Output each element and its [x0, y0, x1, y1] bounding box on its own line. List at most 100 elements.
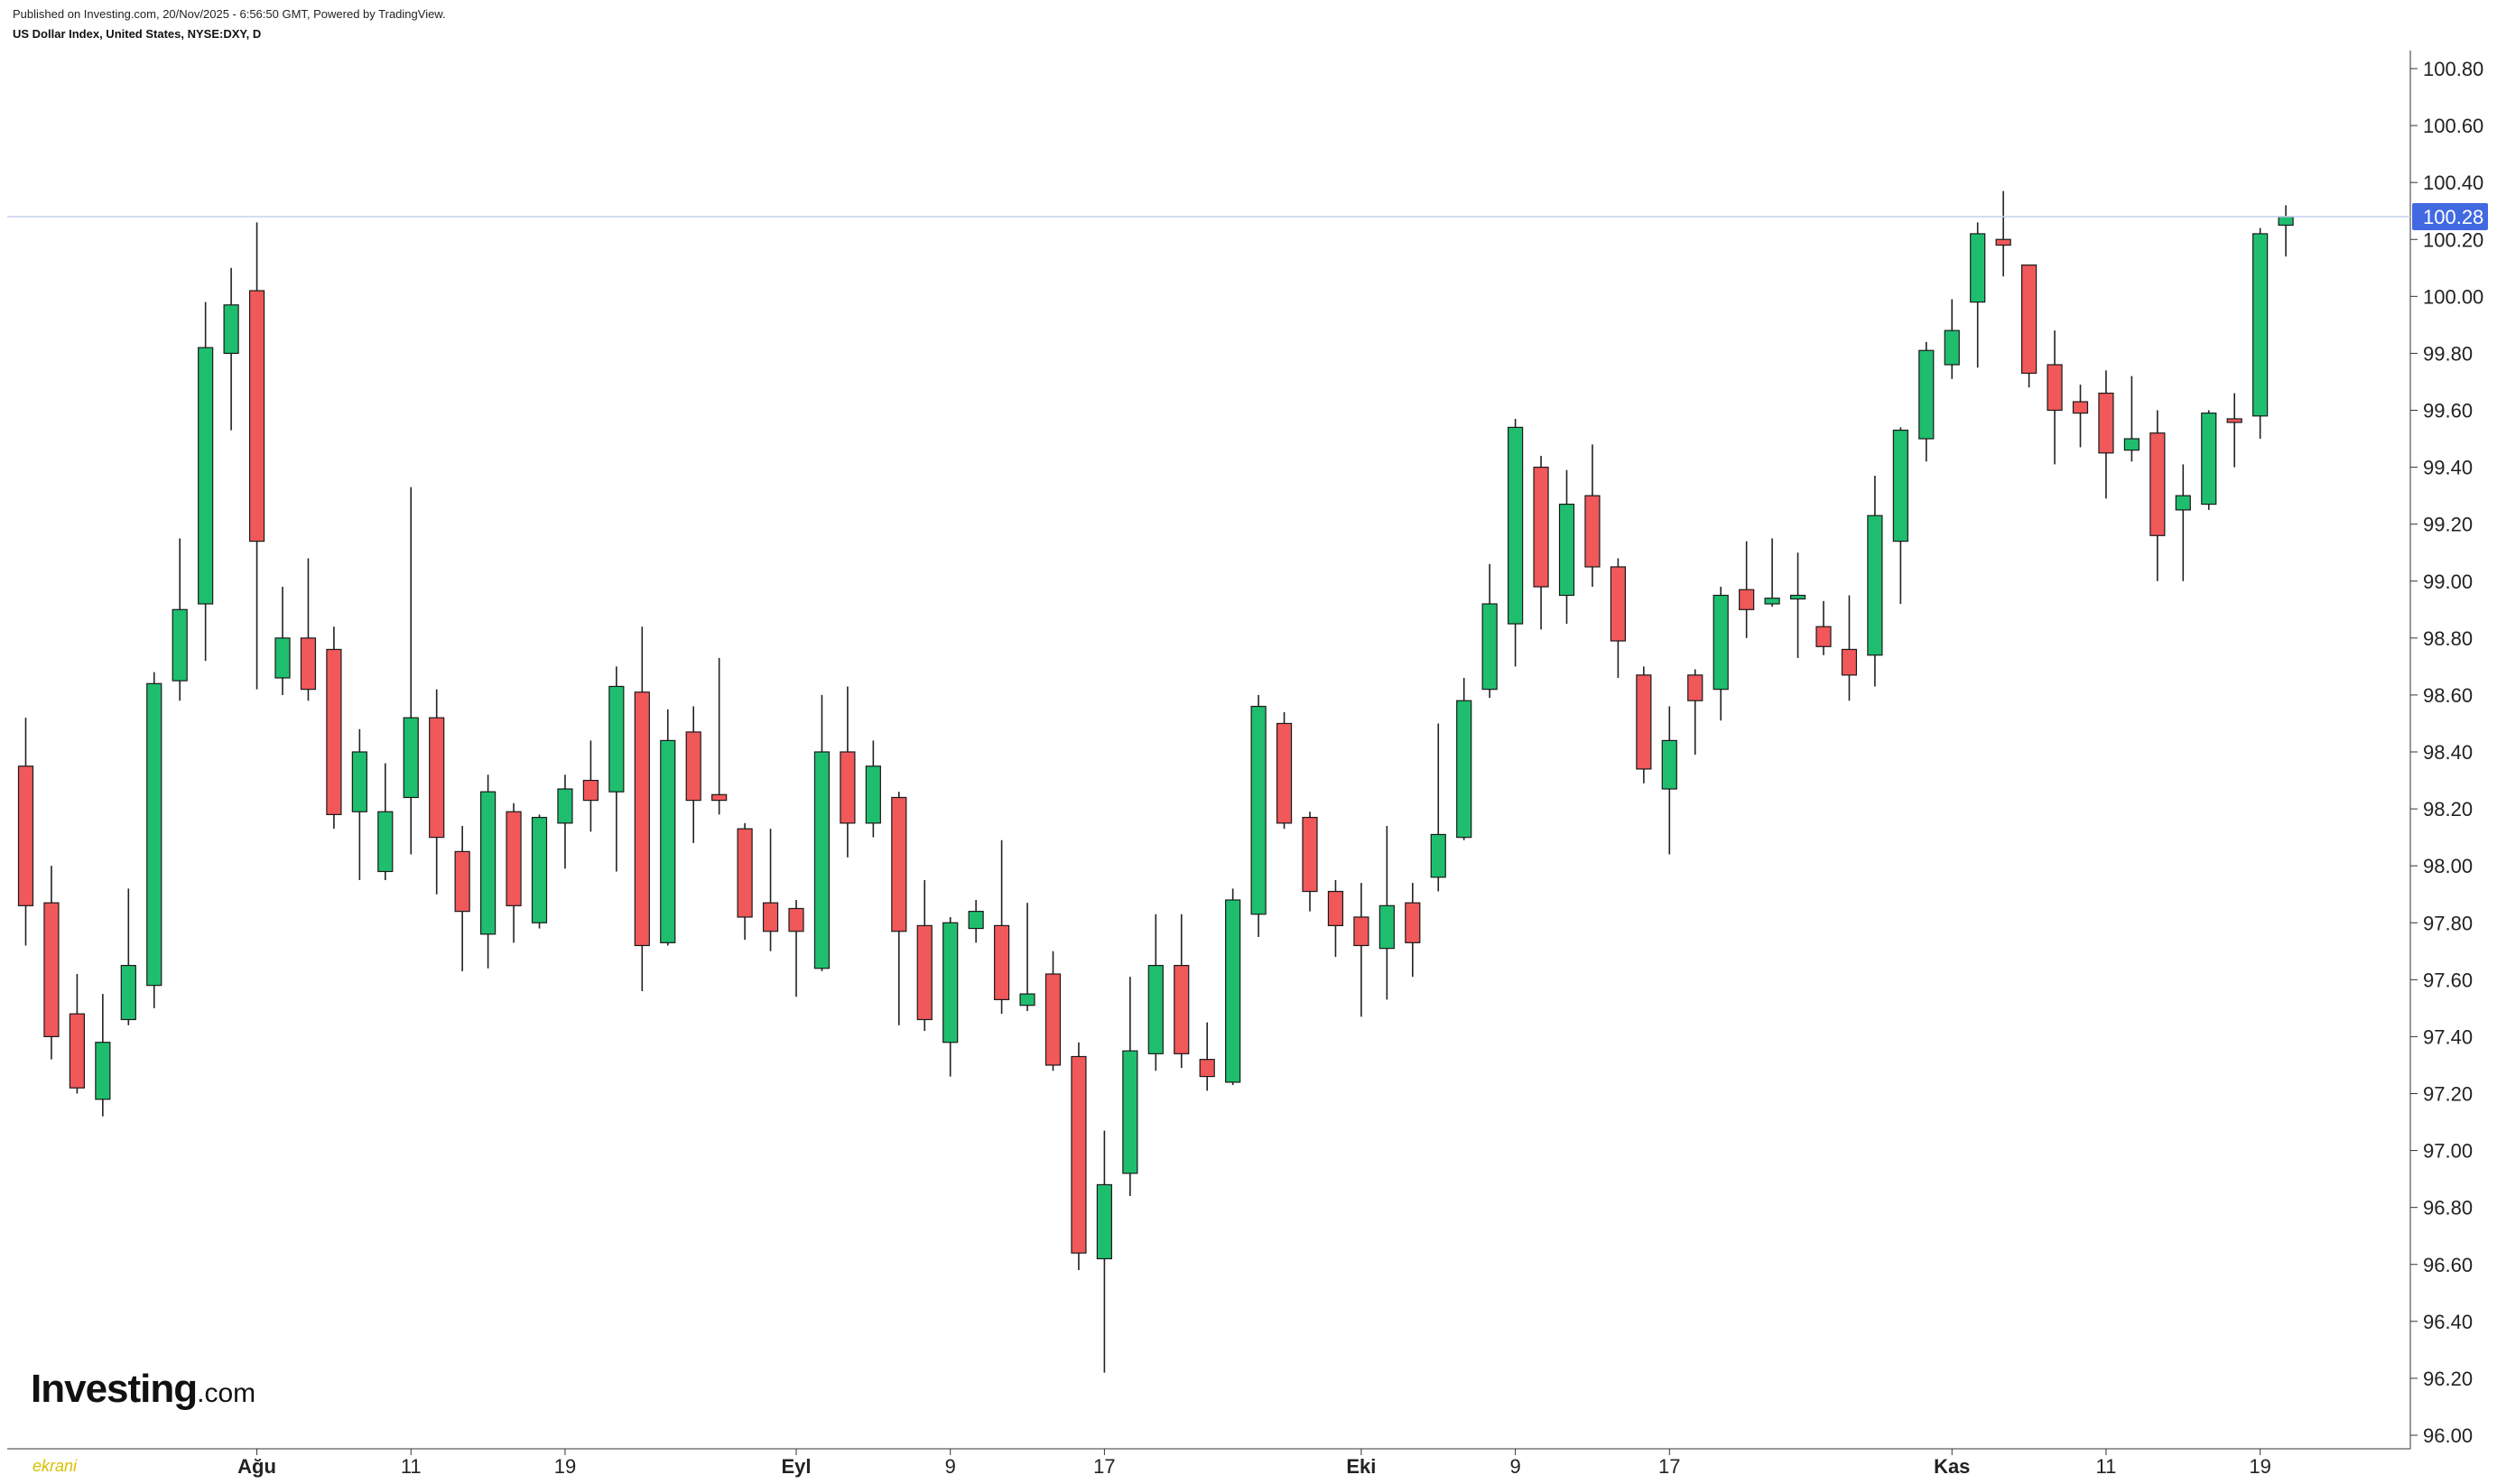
time-tick-label: Kas [1934, 1455, 1970, 1478]
candle [95, 994, 111, 1117]
candle-body-down [2098, 392, 2114, 454]
published-note: Published on Investing.com, 20/Nov/2025 … [13, 7, 446, 21]
candle-body-down [1841, 648, 1858, 676]
candle-body-down [916, 924, 933, 1021]
candle-body-up [1225, 899, 1241, 1083]
candle-body-down [1071, 1055, 1087, 1254]
candle [865, 740, 881, 838]
candle [711, 657, 728, 815]
price-tick-label: 98.80 [2423, 627, 2473, 650]
candle-body-down [2226, 418, 2242, 423]
candle-body-up [942, 922, 959, 1043]
candle-body-down [2149, 432, 2166, 536]
candle [1096, 1130, 1113, 1373]
time-tick-label: 9 [945, 1455, 956, 1478]
candle [198, 301, 214, 662]
candle-body-up [531, 816, 548, 923]
candle-body-down [737, 828, 753, 918]
candle [1122, 977, 1138, 1197]
candle [2149, 410, 2166, 581]
candle [248, 222, 265, 690]
price-tick-label: 98.40 [2423, 741, 2473, 764]
candle [1044, 951, 1062, 1071]
candle-body-down [711, 793, 728, 802]
candle [172, 538, 188, 701]
candle-body-up [1481, 603, 1498, 691]
candle [300, 558, 317, 701]
candle-body-down [1995, 238, 2011, 246]
candle-body-up [813, 751, 831, 969]
candle [1867, 476, 1883, 687]
time-tick-label: 11 [401, 1455, 422, 1478]
candle-body-up [2252, 233, 2269, 417]
candle [274, 587, 291, 695]
candle [1892, 427, 1908, 604]
candle [1687, 669, 1703, 756]
candle-body-down [2047, 364, 2063, 412]
price-tick-label: 98.60 [2423, 684, 2473, 707]
candle [1764, 538, 1780, 608]
candle [1456, 677, 1472, 840]
candle [1507, 418, 1524, 667]
candle-body-up [1096, 1183, 1113, 1260]
logo-suffix: .com [197, 1378, 256, 1408]
candle [2098, 370, 2114, 499]
candle-body-down [1584, 495, 1601, 568]
candle [1147, 914, 1164, 1071]
candle-body-up [146, 682, 162, 987]
candle [17, 718, 34, 946]
candle [993, 839, 1010, 1015]
candle-body-up [1764, 598, 1780, 605]
candle [2123, 376, 2140, 462]
price-tick-label: 99.80 [2423, 342, 2473, 365]
price-tick-label: 98.20 [2423, 798, 2473, 821]
candle-body-up [1147, 964, 1164, 1054]
candle-body-up [660, 739, 676, 943]
candle [351, 728, 367, 880]
candle-body-up [1019, 993, 1035, 1006]
candle-body-down [685, 731, 701, 802]
candle-body-down [634, 691, 650, 947]
candle [479, 774, 497, 969]
candle [146, 672, 162, 1008]
candle-body-up [2175, 495, 2191, 511]
price-tick-label: 97.00 [2423, 1140, 2473, 1163]
candle [891, 792, 907, 1025]
candle-body-up [1789, 594, 1806, 600]
candle [1353, 883, 1369, 1017]
candle [1636, 666, 1652, 784]
candle [788, 900, 804, 997]
instrument-title: US Dollar Index, United States, NYSE:DXY… [13, 27, 262, 41]
candle [2252, 227, 2269, 440]
price-tick-label: 97.80 [2423, 912, 2473, 934]
candle [1918, 341, 1935, 462]
candle [1970, 222, 1986, 368]
candle-body-down [1687, 674, 1703, 701]
candle [762, 829, 779, 951]
candle-body-down [1174, 964, 1190, 1054]
candle-body-down [891, 796, 907, 932]
last-price-tag: 100.28 [7, 203, 2488, 231]
price-tick-label: 97.20 [2423, 1083, 2473, 1106]
candle-body-up [1456, 700, 1472, 839]
candle-body-down [300, 637, 317, 691]
candle-body-down [788, 907, 804, 932]
candle-body-down [69, 1013, 86, 1089]
time-tick-label: 9 [1509, 1455, 1520, 1478]
time-tick-label: 19 [2249, 1455, 2270, 1478]
price-tick-label: 97.60 [2423, 969, 2473, 991]
candle-body-down [2021, 264, 2038, 375]
candle-body-up [1122, 1050, 1138, 1174]
price-tick-label: 96.60 [2423, 1254, 2473, 1276]
candle [1430, 723, 1446, 892]
candle-body-up [223, 304, 239, 355]
time-tick-label: 11 [2096, 1455, 2117, 1478]
candle-body-up [2201, 413, 2217, 505]
candle [1610, 558, 1627, 678]
price-tick-label: 99.60 [2423, 400, 2473, 422]
candle-body-down [762, 902, 779, 932]
time-axis: Ağu 11 19 Eyl 9 17 Eki 9 17 Kas 11 19 [7, 1448, 2410, 1478]
candle [557, 774, 573, 869]
candle [120, 888, 136, 1025]
